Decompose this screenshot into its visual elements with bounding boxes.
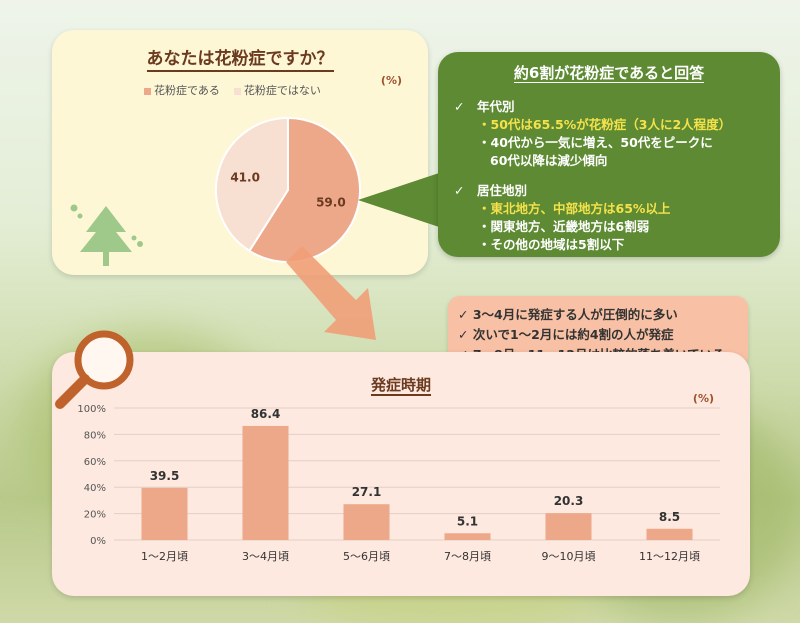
bar-value-label: 27.1 <box>352 485 382 499</box>
callout-section-region: ✓ 居住地別 <box>454 183 528 198</box>
summary-line: ✓ 3～4月に発症する人が圧倒的に多い <box>458 307 678 322</box>
y-tick-label: 40% <box>84 483 106 494</box>
bar-value-label: 20.3 <box>554 494 584 508</box>
y-tick-label: 20% <box>84 510 106 521</box>
y-tick-label: 60% <box>84 457 106 468</box>
callout-line: ・40代から一気に増え、50代をピークに <box>478 135 713 150</box>
magnifier-icon <box>55 330 134 409</box>
callout-title: 約6割が花粉症であると回答 <box>513 64 705 83</box>
y-tick-label: 80% <box>84 430 106 441</box>
bar-value-label: 8.5 <box>659 510 680 524</box>
bar-title: 発症時期 <box>370 376 431 396</box>
pie-slice <box>215 116 289 253</box>
pie-value-label: 59.0 <box>316 195 346 209</box>
bar <box>141 487 188 540</box>
x-tick-label: 1～2月頃 <box>141 550 188 563</box>
x-tick-label: 7～8月頃 <box>444 550 491 563</box>
tree-icon <box>70 204 143 266</box>
pie-slice <box>248 116 361 263</box>
x-tick-label: 3～4月頃 <box>242 550 289 563</box>
bar-panel: 発症時期 (%) 0% 20% 40% 60% 80% 100% 39.5 1～2月頃 86.4… <box>52 352 750 596</box>
pie-value-label: 41.0 <box>230 171 260 185</box>
callout-line: 60代以降は減少傾向 <box>490 153 608 168</box>
callout-line: ・50代は65.5%が花粉症（3人に2人程度） <box>478 117 732 132</box>
bar <box>444 533 491 540</box>
bar-value-label: 39.5 <box>150 469 180 483</box>
pie-title: あなたは花粉症ですか？ <box>146 49 334 72</box>
pie-panel: あなたは花粉症ですか？ 花粉症である 花粉症ではない (%) 59.0 41.0 <box>52 30 428 275</box>
x-tick-label: 5～6月頃 <box>343 550 390 563</box>
legend-item-yes: 花粉症である <box>144 82 220 98</box>
pie-unit: (%) <box>380 74 402 87</box>
y-tick-label: 0% <box>90 536 106 547</box>
bar-value-label: 5.1 <box>457 514 478 528</box>
bar-chart: 0% 20% 40% 60% 80% 100% 39.5 1～2月頃 86.4 3～4月頃 27.1… <box>77 404 720 563</box>
callout-line: ・その他の地域は5割以下 <box>478 237 625 252</box>
legend-item-no: 花粉症ではない <box>233 82 321 98</box>
bar-unit: (%) <box>692 392 714 405</box>
summary-line: ✓ 次いで1～2月には約4割の人が発症 <box>458 327 674 342</box>
callout-pointer <box>358 170 448 230</box>
callout-bubble: 約6割が花粉症であると回答 ✓ 年代別 ・50代は65.5%が花粉症（3人に2人… <box>438 52 780 257</box>
bar <box>646 528 693 540</box>
bar <box>343 504 390 540</box>
bar <box>242 425 289 540</box>
y-tick-label: 100% <box>77 404 106 415</box>
pie-legend: 花粉症である 花粉症ではない <box>144 82 321 98</box>
callout-line: ・関東地方、近畿地方は6割弱 <box>478 219 650 234</box>
bar <box>545 513 592 540</box>
callout-section-year: ✓ 年代別 <box>454 99 515 114</box>
pie-chart: 59.0 41.0 <box>215 116 361 263</box>
down-arrow-icon <box>286 246 376 340</box>
x-tick-label: 9～10月頃 <box>542 550 596 563</box>
x-tick-label: 11～12月頃 <box>639 550 700 563</box>
callout-line: ・東北地方、中部地方は65%以上 <box>478 201 671 216</box>
bar-value-label: 86.4 <box>251 407 281 421</box>
